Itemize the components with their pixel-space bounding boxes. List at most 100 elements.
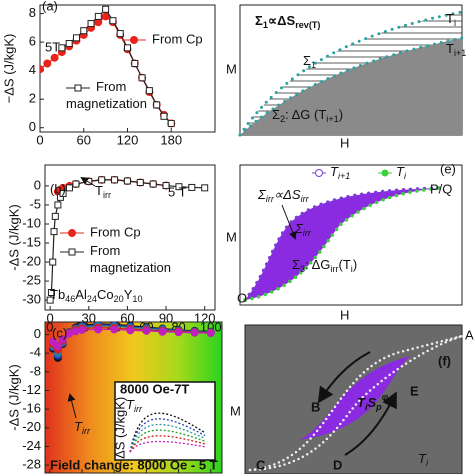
diagram-label: C [256, 457, 266, 472]
plot-area [46, 175, 209, 304]
data-point [145, 87, 153, 95]
text-part: From [90, 243, 124, 258]
x-tick-label: 60 [77, 132, 91, 147]
data-point [59, 190, 67, 198]
text-part: magnetization [90, 260, 171, 275]
data-point [94, 325, 103, 334]
arrow [67, 393, 77, 419]
data-point [51, 212, 59, 220]
y-tick-label: -30 [22, 292, 41, 307]
subscript: irr [330, 264, 338, 274]
arrow [80, 176, 96, 187]
legend-label: From Cp [152, 31, 203, 46]
panel-label: (c) [52, 325, 67, 340]
text-part: T [396, 164, 405, 179]
text-part: ) [339, 107, 343, 122]
data-point [87, 20, 95, 28]
data-point [74, 84, 82, 92]
text-part: T [446, 41, 454, 56]
x-tick-label: 0 [47, 310, 54, 325]
legend-marker [315, 169, 323, 177]
data-point [174, 328, 183, 337]
data-point [142, 326, 151, 335]
y-axis-label: -ΔS (J/kgK) [6, 364, 21, 430]
data-point [123, 177, 131, 185]
inset-title: 8000 Oe-7T [120, 381, 189, 396]
annotation: 5T [45, 39, 60, 54]
subscript: i [404, 171, 407, 181]
data-point [111, 176, 119, 184]
y-axis-label: -ΔS (J/kgK) [6, 204, 21, 270]
series-line [61, 8, 172, 124]
subscript: i+1 [454, 48, 466, 58]
text-part: T [330, 164, 339, 179]
diagram-label: M [230, 403, 241, 418]
panel-label: (a) [42, 0, 58, 13]
panel-e [239, 164, 463, 306]
diagram-label: Σirr∝ΔSirr [257, 187, 310, 204]
y-axis-label: −ΔS (J/kgK) [1, 34, 16, 104]
data-point [72, 180, 80, 188]
curve-ti [243, 186, 442, 302]
data-point [58, 44, 66, 52]
y-tick-label: 8 [29, 5, 36, 20]
diagram-label: (e) [440, 161, 456, 176]
lower-branch [248, 334, 464, 472]
text-part: T [126, 397, 135, 412]
supscript: φ [382, 392, 389, 402]
diagram-label: Ti [396, 164, 407, 181]
data-point [136, 179, 144, 187]
diagram-label: Ti+1 [330, 164, 350, 181]
subscript: irr [301, 194, 310, 204]
data-point [175, 183, 183, 191]
x-tick-label: 100 [200, 319, 222, 334]
data-point [68, 248, 76, 256]
y-tick-label: -10 [22, 215, 41, 230]
text-part: ∝ΔS [268, 13, 296, 28]
data-point [153, 101, 161, 109]
text-part: Σ [255, 13, 263, 28]
subscript: 10 [132, 294, 142, 304]
subscript: 46 [65, 294, 75, 304]
diagram-label: Σirr [294, 221, 312, 238]
data-point [124, 44, 131, 52]
text-part: Σ [303, 53, 311, 68]
data-point [109, 17, 117, 25]
legend-label: From magnetization [66, 79, 147, 111]
plot-area [49, 322, 215, 362]
inset-curve [129, 440, 206, 453]
diagram-label: H [340, 135, 349, 150]
data-point [102, 5, 110, 13]
y-tick-label: 0 [29, 119, 36, 134]
text-part: T [95, 183, 103, 198]
subscript: 1 [311, 60, 316, 70]
legend-marker [381, 169, 389, 177]
inset-annotation: Tirr [126, 397, 143, 414]
y-tick-label: 2 [29, 91, 36, 106]
data-point [80, 27, 88, 35]
text-part: Σ [272, 107, 280, 122]
text-part: Al [75, 287, 87, 302]
upper-branch [248, 334, 464, 472]
subscript: rev(T) [295, 20, 320, 30]
y-tick-label: -16 [22, 401, 41, 416]
data-point [101, 12, 110, 21]
text-part: T [446, 11, 454, 26]
data-point [47, 288, 55, 296]
data-point [131, 60, 139, 68]
data-point [190, 328, 199, 337]
data-point [72, 34, 80, 42]
text-part: (T [339, 257, 351, 272]
diagram-label: Σ2: ΔG (Ti+1) [272, 107, 343, 124]
y-tick-label: -24 [22, 438, 41, 453]
text-part: Tb [50, 287, 65, 302]
diagram-label: P/Q [430, 181, 452, 196]
subscript: 24 [87, 294, 97, 304]
diagram-label: Σ1∝ΔSrev(T) [255, 13, 320, 30]
data-point [71, 327, 80, 336]
plot-frame [39, 4, 216, 133]
data-point [206, 329, 215, 338]
subscript: i [365, 402, 368, 412]
diagram-label: Σ3: ΔGirr(Ti) [292, 257, 357, 274]
